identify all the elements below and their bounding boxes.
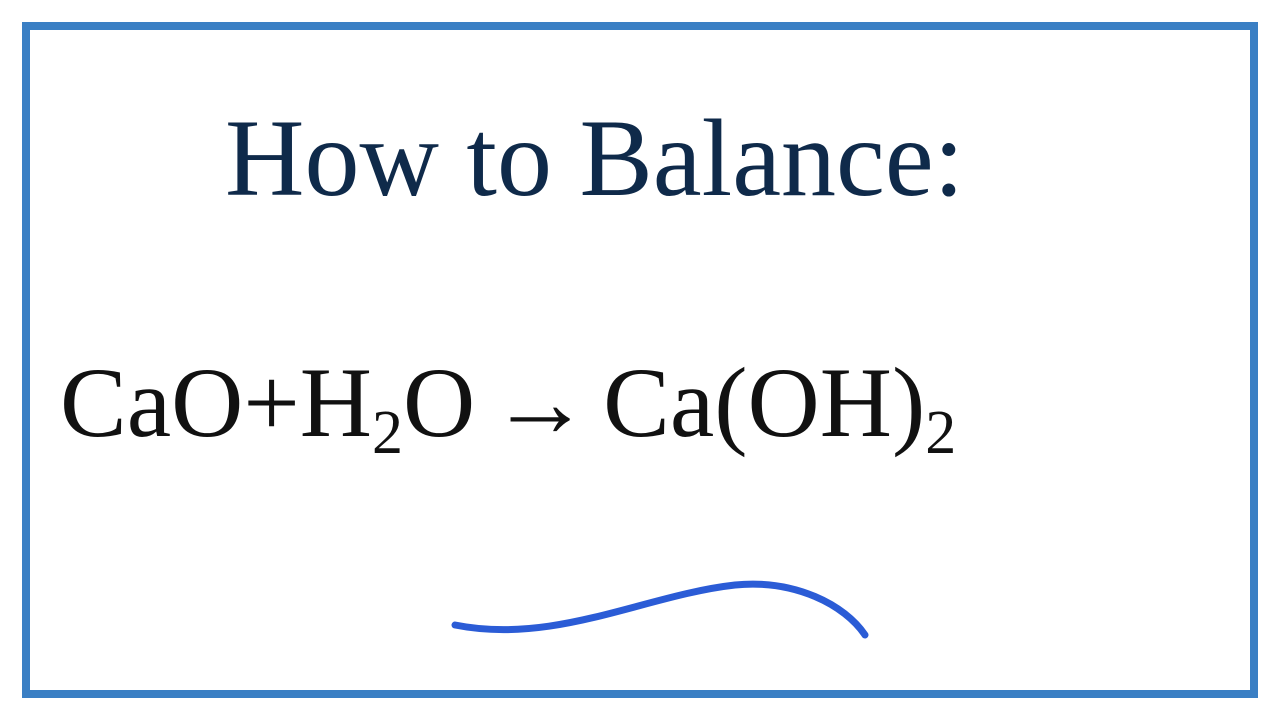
underline-squiggle — [445, 555, 875, 645]
heading-text: How to Balance: — [225, 97, 964, 219]
squiggle-path — [455, 584, 865, 635]
product-1-subscript: 2 — [925, 398, 956, 469]
product-1-base: Ca(OH) — [603, 345, 925, 460]
reactant-2-subscript: 2 — [372, 398, 403, 469]
chemical-equation: CaO + H 2 O → Ca(OH) 2 — [60, 345, 956, 460]
reactant-1: CaO — [60, 345, 243, 460]
reactant-2-tail: O — [403, 345, 475, 460]
slide-heading: How to Balance: — [225, 95, 964, 222]
reactant-2-base: H — [300, 345, 372, 460]
plus-sign: + — [243, 345, 299, 460]
reaction-arrow: → — [490, 345, 588, 460]
